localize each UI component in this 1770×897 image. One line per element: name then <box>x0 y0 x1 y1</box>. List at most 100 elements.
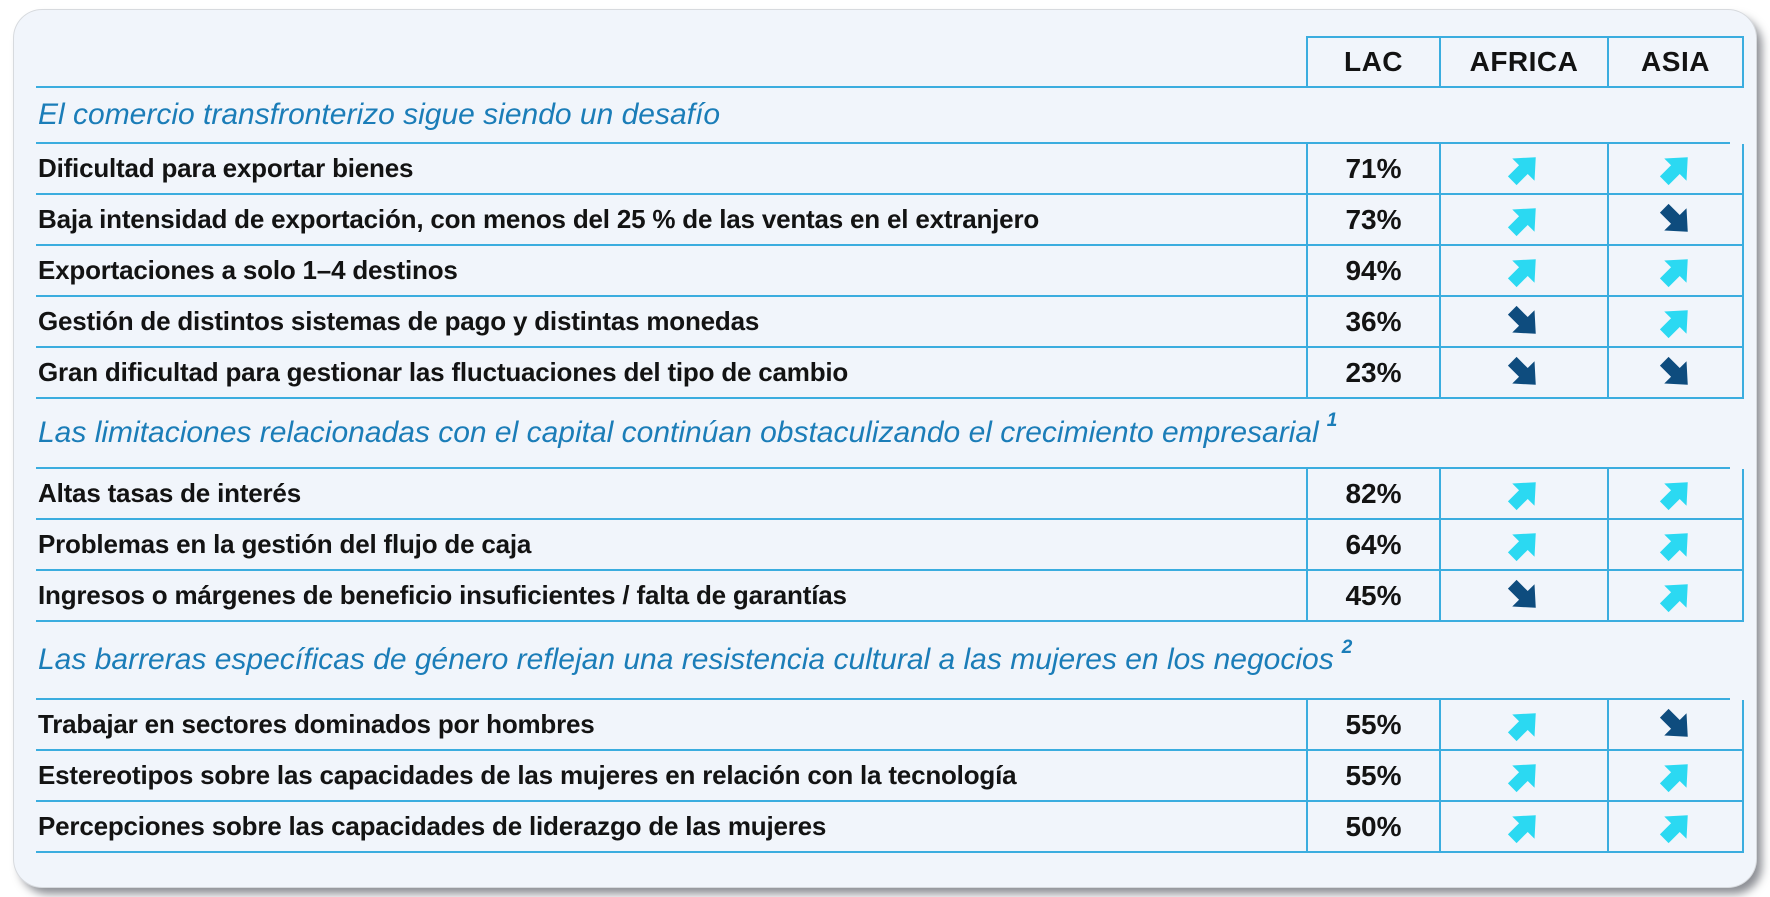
trend-up-arrow-icon <box>1503 250 1545 292</box>
trend-down-arrow-icon <box>1503 575 1545 617</box>
table-row: Percepciones sobre las capacidades de li… <box>36 802 1744 853</box>
row-label: Estereotipos sobre las capacidades de la… <box>38 760 1017 790</box>
trend-up-arrow-icon <box>1503 704 1545 746</box>
asia-trend-cell <box>1607 700 1744 749</box>
row-label: Exportaciones a solo 1–4 destinos <box>38 255 458 285</box>
asia-trend-cell <box>1607 571 1744 620</box>
section-heading-text: Las limitaciones relacionadas con el cap… <box>38 416 1319 449</box>
trend-up-arrow-icon <box>1655 250 1697 292</box>
lac-value-cell: 64% <box>1306 520 1439 569</box>
row-label-cell: Estereotipos sobre las capacidades de la… <box>36 751 1306 800</box>
africa-trend-cell <box>1439 469 1607 518</box>
sections: El comercio transfronterizo sigue siendo… <box>36 88 1744 853</box>
asia-trend-cell <box>1607 802 1744 851</box>
table-row: Estereotipos sobre las capacidades de la… <box>36 751 1744 802</box>
row-label-cell: Percepciones sobre las capacidades de li… <box>36 802 1306 851</box>
africa-trend-cell <box>1439 195 1607 244</box>
asia-trend-cell <box>1607 195 1744 244</box>
trend-down-arrow-icon <box>1503 352 1545 394</box>
lac-percentage: 50% <box>1345 810 1402 842</box>
table-row: Altas tasas de interés 82% <box>36 469 1744 520</box>
table-section: Las barreras específicas de género refle… <box>36 622 1744 853</box>
table-row: Trabajar en sectores dominados por hombr… <box>36 700 1744 751</box>
footnote-superscript: 1 <box>1326 410 1338 431</box>
lac-value-cell: 55% <box>1306 700 1439 749</box>
section-heading: El comercio transfronterizo sigue siendo… <box>36 88 1730 142</box>
row-label-cell: Gestión de distintos sistemas de pago y … <box>36 297 1306 346</box>
row-label: Gestión de distintos sistemas de pago y … <box>38 306 760 336</box>
trend-down-arrow-icon <box>1655 352 1697 394</box>
asia-trend-cell <box>1607 297 1744 346</box>
trend-up-arrow-icon <box>1503 199 1545 241</box>
africa-trend-cell <box>1439 700 1607 749</box>
row-label-cell: Dificultad para exportar bienes <box>36 144 1306 193</box>
africa-trend-cell <box>1439 751 1607 800</box>
lac-percentage: 64% <box>1345 528 1402 560</box>
section-rows: Altas tasas de interés 82% Problemas en … <box>36 467 1744 622</box>
section-rows: Dificultad para exportar bienes 71% Baja… <box>36 142 1744 399</box>
trend-down-arrow-icon <box>1655 704 1697 746</box>
lac-percentage: 94% <box>1345 254 1402 286</box>
lac-percentage: 36% <box>1345 305 1402 337</box>
lac-percentage: 45% <box>1345 579 1402 611</box>
lac-percentage: 55% <box>1345 708 1402 740</box>
row-label: Altas tasas de interés <box>38 478 301 508</box>
africa-trend-cell <box>1439 246 1607 295</box>
section-heading: Las barreras específicas de género refle… <box>36 622 1730 698</box>
column-header-africa: AFRICA <box>1439 36 1607 86</box>
row-label: Percepciones sobre las capacidades de li… <box>38 811 827 841</box>
lac-value-cell: 23% <box>1306 348 1439 397</box>
footnote-superscript: 2 <box>1341 637 1353 658</box>
row-label-cell: Problemas en la gestión del flujo de caj… <box>36 520 1306 569</box>
asia-trend-cell <box>1607 246 1744 295</box>
lac-value-cell: 36% <box>1306 297 1439 346</box>
lac-percentage: 71% <box>1345 152 1402 184</box>
table-header-row: LAC AFRICA ASIA <box>36 36 1744 88</box>
lac-value-cell: 55% <box>1306 751 1439 800</box>
table-row: Problemas en la gestión del flujo de caj… <box>36 520 1744 571</box>
lac-percentage: 55% <box>1345 759 1402 791</box>
trend-up-arrow-icon <box>1503 473 1545 515</box>
africa-trend-cell <box>1439 571 1607 620</box>
trend-up-arrow-icon <box>1503 755 1545 797</box>
row-label-cell: Gran dificultad para gestionar las fluct… <box>36 348 1306 397</box>
trend-up-arrow-icon <box>1655 755 1697 797</box>
lac-value-cell: 73% <box>1306 195 1439 244</box>
row-label-cell: Trabajar en sectores dominados por hombr… <box>36 700 1306 749</box>
trend-up-arrow-icon <box>1503 148 1545 190</box>
trend-up-arrow-icon <box>1655 473 1697 515</box>
column-header-lac: LAC <box>1306 36 1439 86</box>
trend-up-arrow-icon <box>1655 524 1697 566</box>
section-heading-text: Las barreras específicas de género refle… <box>38 643 1334 676</box>
asia-trend-cell <box>1607 520 1744 569</box>
section-heading: Las limitaciones relacionadas con el cap… <box>36 399 1730 467</box>
trend-up-arrow-icon <box>1503 806 1545 848</box>
asia-trend-cell <box>1607 469 1744 518</box>
table-section: El comercio transfronterizo sigue siendo… <box>36 88 1744 399</box>
row-label: Gran dificultad para gestionar las fluct… <box>38 357 849 387</box>
trend-up-arrow-icon <box>1655 575 1697 617</box>
africa-trend-cell <box>1439 520 1607 569</box>
table-row: Dificultad para exportar bienes 71% <box>36 144 1744 195</box>
trend-up-arrow-icon <box>1503 524 1545 566</box>
row-label: Baja intensidad de exportación, con meno… <box>38 204 1040 234</box>
africa-trend-cell <box>1439 802 1607 851</box>
table-row: Exportaciones a solo 1–4 destinos 94% <box>36 246 1744 297</box>
trend-up-arrow-icon <box>1655 148 1697 190</box>
trend-up-arrow-icon <box>1655 806 1697 848</box>
row-label: Ingresos o márgenes de beneficio insufic… <box>38 580 847 610</box>
row-label-cell: Altas tasas de interés <box>36 469 1306 518</box>
section-heading-text: El comercio transfronterizo sigue siendo… <box>38 98 721 131</box>
asia-trend-cell <box>1607 348 1744 397</box>
trend-down-arrow-icon <box>1655 199 1697 241</box>
trend-up-arrow-icon <box>1655 301 1697 343</box>
table-row: Gran dificultad para gestionar las fluct… <box>36 348 1744 399</box>
row-label: Problemas en la gestión del flujo de caj… <box>38 529 532 559</box>
row-label-cell: Baja intensidad de exportación, con meno… <box>36 195 1306 244</box>
lac-value-cell: 50% <box>1306 802 1439 851</box>
asia-trend-cell <box>1607 751 1744 800</box>
row-label-cell: Exportaciones a solo 1–4 destinos <box>36 246 1306 295</box>
table-row: Ingresos o márgenes de beneficio insufic… <box>36 571 1744 622</box>
infographic-card: LAC AFRICA ASIA El comercio transfronter… <box>14 10 1756 887</box>
lac-value-cell: 94% <box>1306 246 1439 295</box>
